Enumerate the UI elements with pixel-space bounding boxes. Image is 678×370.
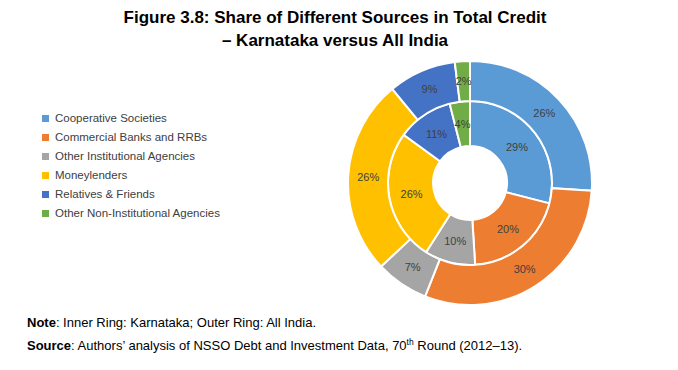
legend-swatch: [42, 191, 49, 198]
data-label: 30%: [514, 263, 536, 275]
donut-slice: [425, 188, 592, 305]
source-label: Source: [27, 338, 71, 353]
legend-label: Other Institutional Agencies: [55, 150, 195, 162]
donut-slice: [392, 62, 459, 120]
source-text: : Authors’ analysis of NSSO Debt and Inv…: [71, 338, 407, 353]
data-label: 10%: [444, 235, 466, 247]
legend-label: Commercial Banks and RRBs: [55, 131, 207, 143]
donut-slice: [470, 61, 592, 191]
source-text-after: Round (2012–13).: [414, 338, 522, 353]
data-label: 4%: [455, 118, 471, 130]
legend-label: Cooperative Societies: [55, 112, 167, 124]
note-label: Note: [27, 315, 56, 330]
data-label: 2%: [456, 75, 472, 87]
slices: [348, 61, 592, 305]
legend-swatch: [42, 134, 49, 141]
data-label: 29%: [506, 141, 528, 153]
data-label: 9%: [422, 83, 438, 95]
legend-label: Moneylenders: [55, 169, 127, 181]
note-text: : Inner Ring: Karnataka; Outer Ring: All…: [56, 315, 316, 330]
donut-slice: [450, 101, 470, 147]
data-label: 20%: [497, 223, 519, 235]
legend-label: Relatives & Friends: [55, 188, 155, 200]
legend-swatch: [42, 115, 49, 122]
data-label: 26%: [401, 188, 423, 200]
data-label: 7%: [405, 261, 421, 273]
source: Source: Authors’ analysis of NSSO Debt a…: [27, 337, 522, 353]
chart-svg: Figure 3.8: Share of Different Sources i…: [0, 0, 678, 370]
legend-label: Other Non-Institutional Agencies: [55, 207, 220, 219]
data-label: 11%: [426, 128, 447, 140]
background: [0, 0, 678, 370]
legend-swatch: [42, 153, 49, 160]
title: Figure 3.8: Share of Different Sources i…: [124, 8, 547, 27]
subtitle: – Karnataka versus All India: [222, 31, 449, 50]
chart-root: Figure 3.8: Share of Different Sources i…: [0, 0, 678, 370]
data-label: 26%: [533, 107, 555, 119]
legend-swatch: [42, 210, 49, 217]
donut-slice: [348, 89, 418, 267]
note: Note: Inner Ring: Karnataka; Outer Ring:…: [27, 315, 316, 330]
data-labels: 29% 20% 10% 26% 11% 4% 26% 30% 7% 26% 9% 2%: [357, 75, 555, 275]
data-label: 26%: [357, 171, 379, 183]
legend: Cooperative Societies Commercial Banks an…: [42, 112, 220, 219]
legend-swatch: [42, 172, 49, 179]
